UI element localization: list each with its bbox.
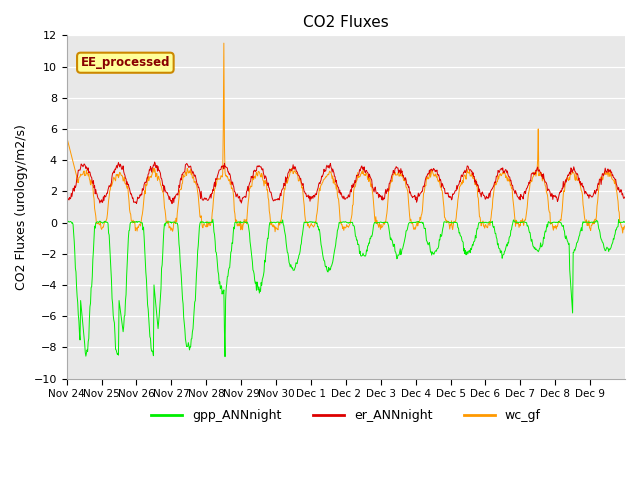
- er_ANNnight: [90, 178, 97, 183]
- er_ANNnight: [296, 174, 303, 180]
- gpp_ANNnight: [595, 223, 602, 228]
- wc_gf: [619, 230, 627, 236]
- gpp_ANNnight: [221, 354, 229, 360]
- er_ANNnight: [151, 159, 159, 165]
- wc_gf: [166, 224, 174, 230]
- wc_gf: [621, 223, 629, 228]
- gpp_ANNnight: [63, 219, 70, 225]
- er_ANNnight: [595, 180, 602, 186]
- er_ANNnight: [167, 198, 175, 204]
- wc_gf: [392, 172, 400, 178]
- wc_gf: [220, 40, 228, 46]
- Line: er_ANNnight: er_ANNnight: [67, 162, 625, 204]
- gpp_ANNnight: [90, 248, 97, 253]
- Title: CO2 Fluxes: CO2 Fluxes: [303, 15, 388, 30]
- er_ANNnight: [168, 201, 176, 206]
- gpp_ANNnight: [209, 216, 216, 222]
- gpp_ANNnight: [621, 219, 629, 225]
- wc_gf: [63, 134, 70, 140]
- er_ANNnight: [621, 194, 629, 200]
- er_ANNnight: [603, 169, 611, 175]
- gpp_ANNnight: [166, 219, 174, 225]
- Y-axis label: CO2 Fluxes (urology/m2/s): CO2 Fluxes (urology/m2/s): [15, 124, 28, 290]
- gpp_ANNnight: [296, 252, 303, 257]
- wc_gf: [594, 199, 602, 204]
- Text: EE_processed: EE_processed: [81, 56, 170, 69]
- Legend: gpp_ANNnight, er_ANNnight, wc_gf: gpp_ANNnight, er_ANNnight, wc_gf: [146, 404, 546, 427]
- gpp_ANNnight: [393, 256, 401, 262]
- er_ANNnight: [393, 165, 401, 171]
- wc_gf: [90, 192, 97, 198]
- wc_gf: [602, 171, 610, 177]
- wc_gf: [295, 178, 303, 184]
- Line: gpp_ANNnight: gpp_ANNnight: [67, 219, 625, 357]
- Line: wc_gf: wc_gf: [67, 43, 625, 233]
- er_ANNnight: [63, 197, 70, 203]
- gpp_ANNnight: [603, 244, 611, 250]
